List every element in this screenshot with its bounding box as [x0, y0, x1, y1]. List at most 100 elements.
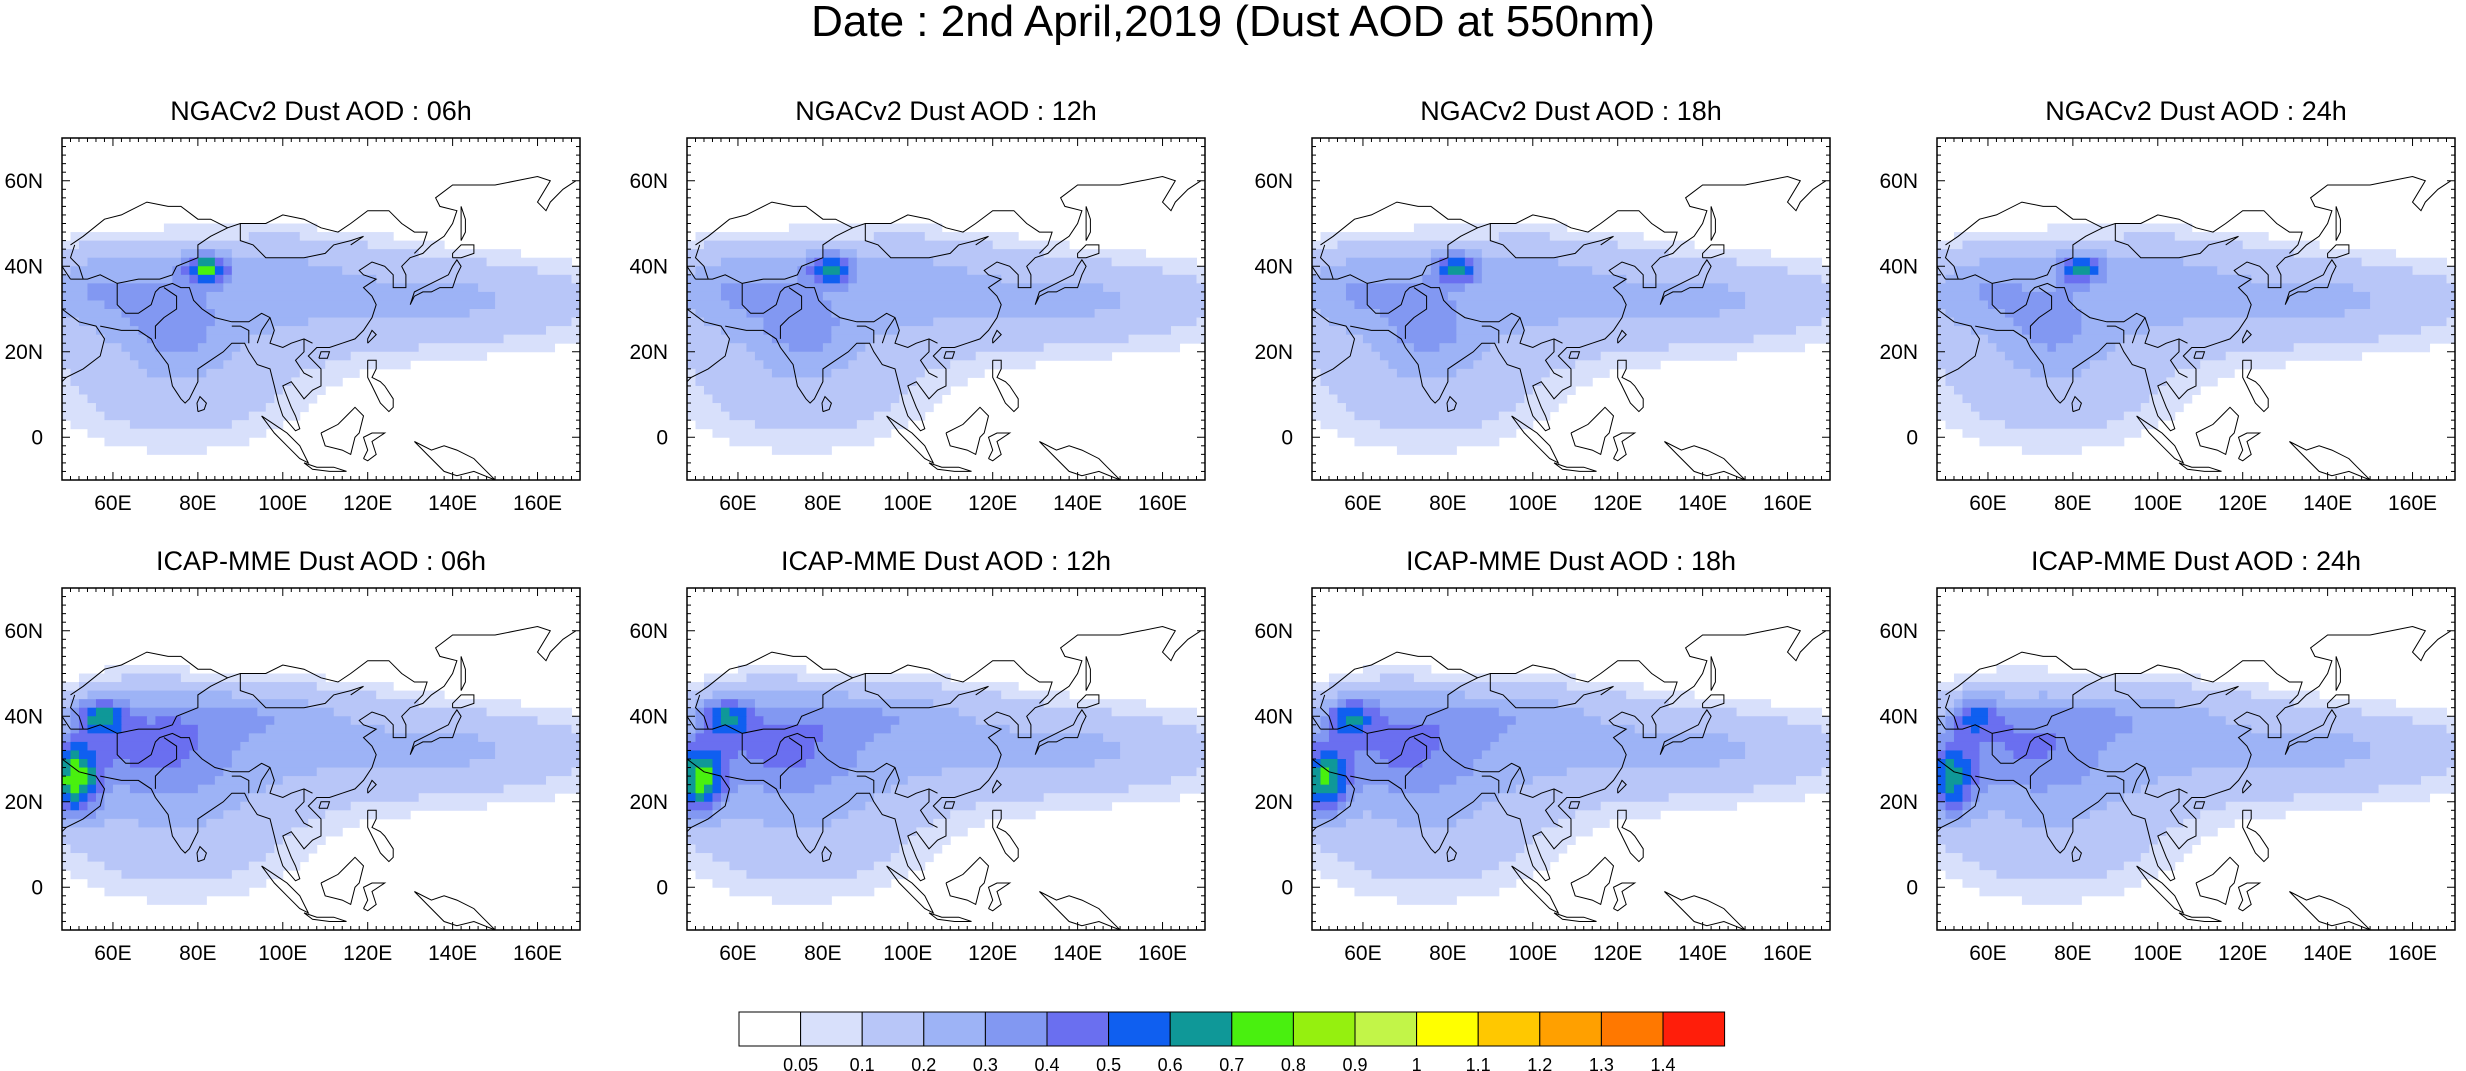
- lat-tick-label: 40N: [629, 705, 668, 728]
- lat-tick-label: 60N: [629, 170, 668, 193]
- lat-tick-label: 60N: [629, 620, 668, 643]
- lon-tick-label: 80E: [804, 492, 841, 515]
- dust-aod-field: [1937, 664, 2455, 905]
- colorbar-swatch: [861, 1011, 925, 1047]
- lat-tick-label: 20N: [4, 341, 43, 364]
- map-panel: 60E 80E 100E 120E 140E 160E 60N 40N 20N 0 ICAP-MME…: [4, 546, 581, 965]
- panel-title: ICAP-MME Dust AOD : 24h: [2031, 546, 2361, 576]
- lon-tick-label: 160E: [513, 942, 562, 965]
- lon-tick-label: 160E: [513, 492, 562, 515]
- page-title: Date : 2nd April,2019 (Dust AOD at 550nm…: [811, 0, 1655, 46]
- lon-tick-label: 80E: [1429, 942, 1466, 965]
- coastlines: [62, 625, 577, 930]
- lon-tick-label: 120E: [2218, 492, 2267, 515]
- lon-tick-label: 120E: [1593, 492, 1642, 515]
- lat-tick-label: 40N: [4, 255, 43, 278]
- lon-tick-label: 140E: [1053, 942, 1102, 965]
- colorbar-label: 1.2: [1527, 1055, 1552, 1071]
- lat-tick-label: 20N: [1879, 791, 1918, 814]
- coastlines: [1312, 625, 1827, 930]
- lon-tick-label: 120E: [1593, 942, 1642, 965]
- lon-tick-label: 120E: [343, 492, 392, 515]
- colorbar-swatch: [1046, 1011, 1110, 1047]
- lon-tick-label: 100E: [883, 942, 932, 965]
- lat-tick-label: 40N: [1254, 705, 1293, 728]
- lon-tick-label: 60E: [1344, 492, 1381, 515]
- lon-tick-label: 60E: [1969, 942, 2006, 965]
- dust-aod-field: [1312, 223, 1830, 455]
- colorbar-label: 0.05: [783, 1055, 818, 1071]
- lat-tick-label: 0: [656, 876, 668, 899]
- coastlines: [1937, 625, 2452, 930]
- colorbar-label: 1.4: [1650, 1055, 1675, 1071]
- lon-tick-label: 120E: [968, 942, 1017, 965]
- lon-tick-label: 160E: [2388, 942, 2437, 965]
- lon-tick-label: 160E: [1763, 942, 1812, 965]
- lon-tick-label: 100E: [1508, 492, 1557, 515]
- colorbar-label: 0.8: [1281, 1055, 1306, 1071]
- colorbar-swatch: [1416, 1011, 1479, 1047]
- lat-tick-label: 0: [1281, 426, 1293, 449]
- lat-tick-label: 60N: [1879, 620, 1918, 643]
- colorbar-swatch: [800, 1011, 863, 1047]
- coastlines: [687, 625, 1202, 930]
- map-panel: 60E 80E 100E 120E 140E 160E 60N 40N 20N 0 NGACv2 D…: [4, 96, 581, 515]
- map-panel: 60E 80E 100E 120E 140E 160E 60N 40N 20N 0 ICAP-MME…: [1879, 546, 2456, 965]
- lon-tick-label: 60E: [1344, 942, 1381, 965]
- lat-tick-label: 40N: [1879, 705, 1918, 728]
- colorbar-swatch: [1169, 1011, 1233, 1047]
- lon-tick-label: 60E: [94, 492, 131, 515]
- colorbar-label: 1.3: [1589, 1055, 1614, 1071]
- coastlines: [62, 175, 577, 480]
- dust-aod-field: [687, 223, 1205, 455]
- lat-tick-label: 60N: [1254, 620, 1293, 643]
- coastlines: [1312, 175, 1827, 480]
- colorbar-swatch: [1292, 1011, 1356, 1047]
- colorbar-label: 0.6: [1158, 1055, 1183, 1071]
- dust-aod-field: [1312, 664, 1830, 905]
- lon-tick-label: 100E: [258, 492, 307, 515]
- lon-tick-label: 160E: [1138, 492, 1187, 515]
- lon-tick-label: 140E: [2303, 942, 2352, 965]
- lat-tick-label: 60N: [1879, 170, 1918, 193]
- panel-title: NGACv2 Dust AOD : 12h: [795, 96, 1097, 126]
- lon-tick-label: 80E: [179, 942, 216, 965]
- lon-tick-label: 60E: [719, 492, 756, 515]
- panel-title: NGACv2 Dust AOD : 24h: [2045, 96, 2347, 126]
- lon-tick-label: 100E: [883, 492, 932, 515]
- lat-tick-label: 20N: [1879, 341, 1918, 364]
- lon-tick-label: 80E: [2054, 492, 2091, 515]
- lat-tick-label: 40N: [629, 255, 668, 278]
- lon-tick-label: 80E: [804, 942, 841, 965]
- colorbar-swatch: [1231, 1011, 1294, 1047]
- lon-tick-label: 100E: [2133, 492, 2182, 515]
- coastlines: [1937, 175, 2452, 480]
- colorbar-label: 0.9: [1342, 1055, 1367, 1071]
- panel-title: ICAP-MME Dust AOD : 06h: [156, 546, 486, 576]
- map-panel: 60E 80E 100E 120E 140E 160E 60N 40N 20N 0 NGACv2 D…: [629, 96, 1206, 515]
- map-panel: 60E 80E 100E 120E 140E 160E 60N 40N 20N 0 ICAP-MME…: [629, 546, 1206, 965]
- lon-tick-label: 140E: [428, 942, 477, 965]
- lat-tick-label: 40N: [4, 705, 43, 728]
- coastlines: [687, 175, 1202, 480]
- lat-tick-label: 20N: [629, 341, 668, 364]
- lat-tick-label: 20N: [1254, 791, 1293, 814]
- colorbar-swatch: [1600, 1011, 1664, 1047]
- panel-title: ICAP-MME Dust AOD : 12h: [781, 546, 1111, 576]
- colorbar-swatch: [923, 1011, 986, 1047]
- lat-tick-label: 60N: [4, 620, 43, 643]
- lat-tick-label: 60N: [1254, 170, 1293, 193]
- lat-tick-label: 20N: [4, 791, 43, 814]
- lat-tick-label: 60N: [4, 170, 43, 193]
- colorbar-label: 0.7: [1219, 1055, 1244, 1071]
- lon-tick-label: 80E: [2054, 942, 2091, 965]
- lon-tick-label: 120E: [2218, 942, 2267, 965]
- lat-tick-label: 40N: [1879, 255, 1918, 278]
- lat-tick-label: 0: [1906, 876, 1918, 899]
- panel-title: NGACv2 Dust AOD : 06h: [170, 96, 472, 126]
- colorbar-label: 0.1: [850, 1055, 875, 1071]
- lat-tick-label: 40N: [1254, 255, 1293, 278]
- colorbar-label: 0.4: [1034, 1055, 1059, 1071]
- colorbar-label: 0.3: [973, 1055, 998, 1071]
- lat-tick-label: 0: [31, 876, 43, 899]
